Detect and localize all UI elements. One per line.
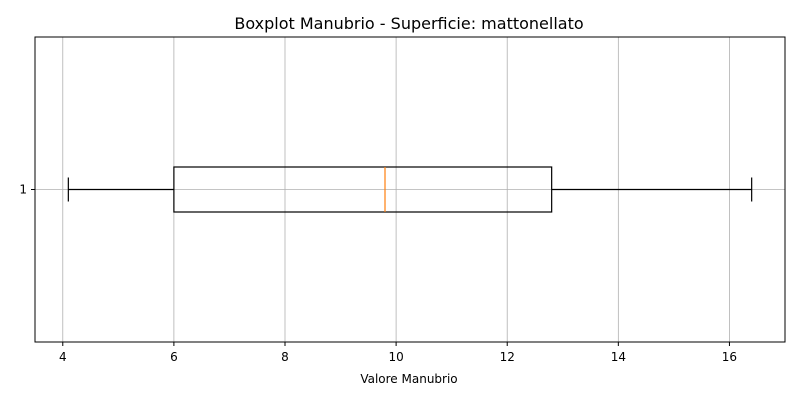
x-tick-label: 10 [388,350,403,364]
x-tick-label: 12 [500,350,515,364]
x-tick-label: 8 [281,350,289,364]
boxes [67,166,753,213]
x-tick-label: 6 [170,350,178,364]
x-tick-label: 14 [611,350,626,364]
x-axis-ticks: 4 6 8 10 12 14 16 [59,342,737,364]
chart-title: Boxplot Manubrio - Superficie: mattonell… [234,14,583,33]
iqr-box [173,166,553,213]
y-tick-label: 1 [19,183,27,197]
x-axis-label: Valore Manubrio [360,372,457,386]
x-tick-label: 4 [59,350,67,364]
x-tick-label: 16 [722,350,737,364]
y-axis-ticks: 1 [19,183,35,197]
